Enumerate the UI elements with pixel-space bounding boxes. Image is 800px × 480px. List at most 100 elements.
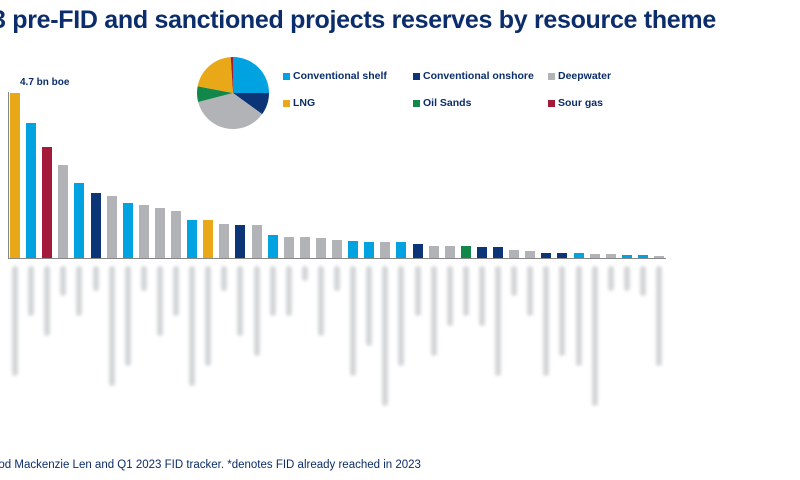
- x-axis-label-blurred: [156, 266, 163, 336]
- x-axis-label-blurred: [511, 266, 518, 296]
- x-axis-label-blurred: [205, 266, 212, 366]
- x-axis-label-blurred: [124, 266, 131, 366]
- x-axis-label-blurred: [430, 266, 437, 356]
- bar: [332, 239, 342, 258]
- x-axis-label-blurred: [173, 266, 179, 316]
- resource-share-pie-chart: [197, 57, 269, 129]
- x-axis-label-blurred: [607, 266, 614, 291]
- pie-slice: [233, 57, 269, 93]
- bar: [26, 122, 37, 258]
- bar: [412, 243, 423, 258]
- x-axis-label-blurred: [398, 266, 405, 366]
- bar: [460, 246, 471, 258]
- x-axis-label-blurred: [543, 266, 550, 376]
- x-axis-label-blurred: [575, 266, 582, 366]
- x-axis-label-blurred: [269, 266, 276, 316]
- bar: [187, 220, 198, 258]
- legend-label: Deepwater: [558, 70, 612, 82]
- legend-label: Conventional shelf: [293, 70, 387, 82]
- x-axis-label-blurred: [639, 266, 646, 296]
- bar: [10, 93, 20, 258]
- bar: [428, 245, 439, 258]
- x-axis-label-blurred: [446, 266, 453, 326]
- legend-swatch-icon: [283, 72, 290, 80]
- x-axis-label-blurred: [350, 266, 357, 376]
- x-axis-label-blurred: [478, 266, 485, 326]
- legend-swatch-icon: [548, 72, 555, 80]
- bar: [380, 242, 391, 258]
- pie-slice: [198, 93, 263, 129]
- legend-item: Oil Sands: [413, 97, 471, 109]
- x-axis-label-blurred: [495, 266, 501, 376]
- bar: [444, 245, 455, 258]
- x-axis: [8, 258, 666, 259]
- bar: [476, 247, 487, 258]
- bar: [315, 237, 326, 258]
- bar: [589, 254, 600, 258]
- source-note: ood Mackenzie Len and Q1 2023 FID tracke…: [0, 459, 421, 471]
- bar: [509, 250, 520, 258]
- legend-item: Sour gas: [548, 97, 603, 109]
- bar: [654, 255, 664, 258]
- legend-item: Conventional onshore: [413, 70, 534, 82]
- bar: [637, 255, 648, 258]
- x-axis-label-blurred: [317, 266, 324, 336]
- legend: Conventional shelf Conventional onshore De…: [283, 70, 623, 114]
- bar: [154, 207, 165, 258]
- bar: [541, 252, 552, 258]
- bar: [235, 224, 246, 258]
- legend-label: Sour gas: [558, 97, 603, 109]
- x-axis-label-blurred: [12, 266, 18, 376]
- x-axis-label-blurred: [108, 266, 115, 386]
- bar: [557, 252, 568, 258]
- bar: [396, 242, 407, 258]
- pie-slice: [233, 93, 269, 115]
- legend-swatch-icon: [548, 99, 555, 107]
- x-axis-label-blurred: [237, 266, 244, 336]
- bar: [493, 247, 503, 258]
- bar: [58, 164, 69, 258]
- x-axis-label-blurred: [44, 266, 51, 336]
- bar: [42, 147, 53, 258]
- bar: [219, 223, 230, 258]
- bar: [90, 193, 101, 258]
- bar: [106, 195, 117, 258]
- x-axis-label-blurred: [591, 266, 598, 406]
- pie-slice: [197, 86, 233, 102]
- x-axis-label-blurred: [76, 266, 83, 316]
- x-axis-label-blurred: [382, 266, 389, 406]
- x-axis-label-blurred: [462, 266, 469, 316]
- bar: [525, 250, 536, 258]
- pie-slice: [197, 57, 233, 93]
- x-axis-label-blurred: [285, 266, 292, 316]
- bar: [621, 255, 632, 258]
- x-axis-label-blurred: [366, 266, 373, 346]
- x-axis-label-blurred: [60, 266, 67, 296]
- bar: [251, 224, 262, 258]
- x-axis-label-blurred: [623, 266, 630, 291]
- chart-title: 3 pre-FID and sanctioned projects reserv…: [0, 6, 716, 34]
- bar: [364, 241, 375, 258]
- bar: [605, 254, 616, 258]
- legend-label: LNG: [293, 97, 316, 109]
- y-axis: [8, 92, 9, 259]
- legend-swatch-icon: [413, 72, 420, 80]
- legend-label: Conventional onshore: [423, 70, 534, 82]
- bar: [138, 205, 149, 258]
- x-axis-label-blurred: [221, 266, 228, 291]
- bar: [74, 182, 85, 258]
- x-axis-label-blurred: [189, 266, 196, 386]
- x-axis-label-blurred: [28, 266, 35, 316]
- max-value-annotation: 4.7 bn boe: [20, 77, 70, 88]
- legend-swatch-icon: [283, 99, 290, 107]
- x-axis-label-blurred: [414, 266, 421, 316]
- bar: [573, 253, 584, 258]
- x-axis-label-blurred: [656, 266, 662, 366]
- legend-item: LNG: [283, 97, 315, 109]
- x-axis-label-blurred: [253, 266, 260, 356]
- x-axis-label-blurred: [92, 266, 99, 291]
- x-axis-label-blurred: [527, 266, 534, 316]
- bar: [299, 236, 310, 258]
- bar: [122, 202, 133, 258]
